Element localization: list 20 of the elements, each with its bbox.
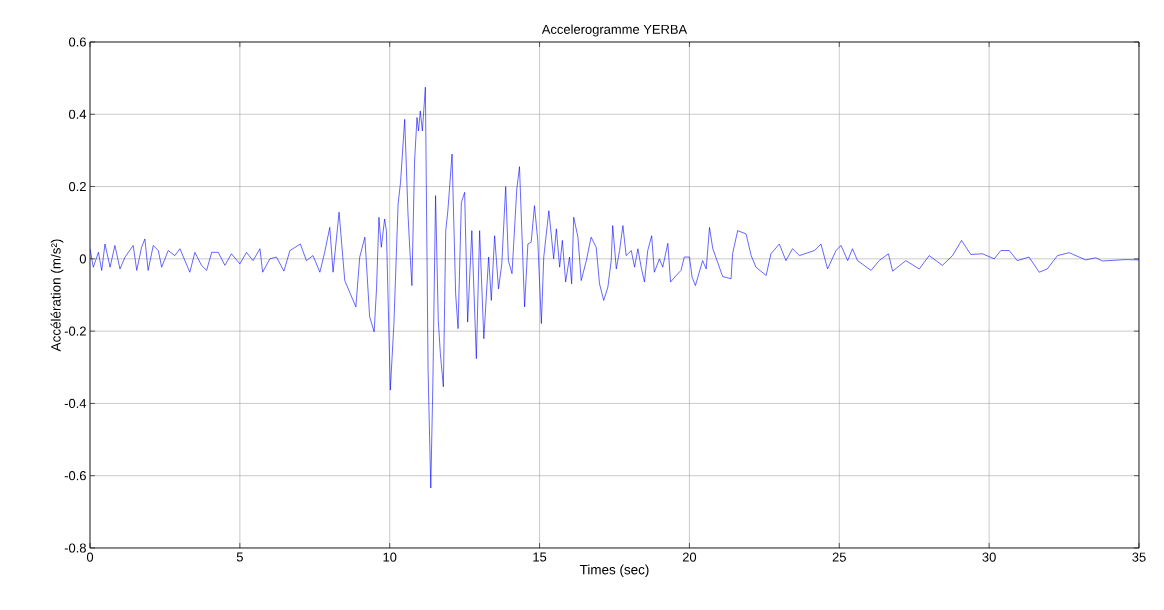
y-tick-label: -0.8 (64, 543, 86, 553)
y-tick-label: 0.4 (68, 109, 87, 119)
x-tick-label: 0 (86, 552, 94, 562)
x-tick-label: 15 (533, 552, 547, 562)
x-tick-label: 10 (383, 552, 397, 562)
y-tick-label: 0.2 (68, 181, 86, 192)
y-tick-label: 0.6 (68, 37, 86, 47)
line-series (90, 86, 1139, 489)
chart-title: Accelerogramme YERBA (541, 24, 688, 37)
y-axis-title: Accélération (m/s²) (50, 239, 64, 352)
y-tick-label: -0.6 (64, 471, 86, 481)
y-tick-label: 0 (79, 254, 86, 264)
x-tick-label: 35 (1132, 552, 1146, 562)
x-axis-title: Times (sec) (579, 564, 649, 578)
x-tick-label: 20 (682, 552, 697, 562)
y-tick-label: -0.2 (64, 326, 86, 336)
x-tick-label: 5 (236, 552, 243, 562)
y-tick-label: -0.4 (64, 398, 87, 408)
x-tick-label: 25 (832, 552, 846, 562)
x-tick-label: 30 (982, 552, 996, 562)
